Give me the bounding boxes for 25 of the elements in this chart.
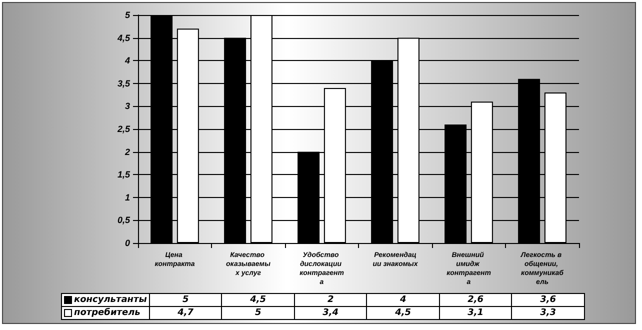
y-tick-label: 4,5 <box>116 32 131 43</box>
y-tick-label: 2 <box>124 146 130 157</box>
data-label: 3,4 <box>294 306 367 320</box>
data-label: 5 <box>222 306 294 320</box>
legend-label: потребитель <box>62 306 150 320</box>
y-tick-label: 3,5 <box>117 78 131 88</box>
data-label: 4,7 <box>149 306 222 320</box>
y-tick-label: 1,5 <box>117 170 131 180</box>
data-label: 3,6 <box>512 294 584 306</box>
data-label: 2,6 <box>439 294 512 306</box>
y-tick-label: 0 <box>124 238 130 248</box>
y-tick-label: 3 <box>124 101 130 112</box>
data-label: 4,5 <box>222 294 294 306</box>
data-label: 4 <box>366 294 440 306</box>
data-label: 2 <box>294 294 367 306</box>
legend-label: консультанты <box>62 294 150 306</box>
y-tick-label: 1 <box>124 192 130 202</box>
data-label: 3,3 <box>512 306 584 320</box>
y-tick-label: 5 <box>124 10 131 20</box>
data-label: 5 <box>149 294 222 306</box>
data-label: 3,1 <box>439 306 512 320</box>
y-tick-label: 0,5 <box>117 215 131 226</box>
data-label: 4,5 <box>366 306 440 320</box>
y-tick-label: 4 <box>124 56 130 66</box>
y-tick-label: 2,5 <box>116 124 131 134</box>
